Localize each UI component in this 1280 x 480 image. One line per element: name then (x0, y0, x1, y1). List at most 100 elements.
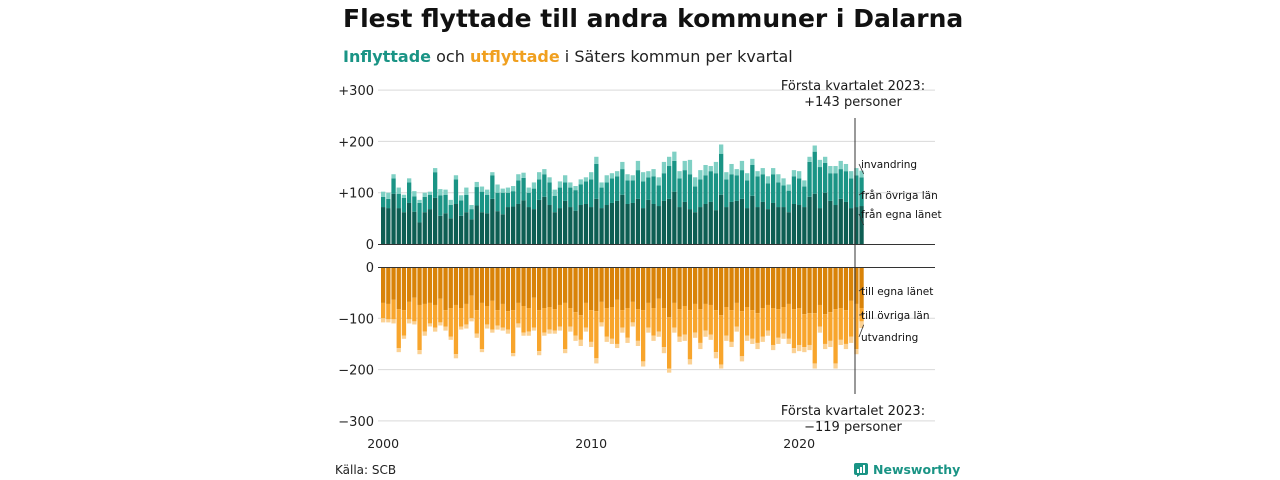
bar-out-utvandring (745, 335, 750, 341)
bar-out-ovriga-lan (687, 310, 693, 360)
bar-out-ovriga-lan (646, 302, 651, 328)
bar-out-utvandring (563, 349, 568, 354)
bar-out-ovriga-lan (734, 302, 739, 327)
bar-in-egna-lanet (625, 203, 630, 244)
bars (381, 144, 864, 373)
bar-in-invandring (625, 174, 630, 181)
bar-in-invandring (667, 156, 672, 167)
bar-in-egna-lanet (412, 211, 417, 244)
bar-out-egna-lanet (516, 267, 521, 303)
bar-in-egna-lanet (765, 209, 771, 244)
bar-out-utvandring (578, 339, 583, 347)
bar-out-utvandring (386, 319, 391, 323)
bar-in-egna-lanet (422, 212, 427, 244)
bar-in-ovriga-lan (516, 180, 521, 204)
bar-out-utvandring (672, 327, 677, 333)
bar-in-invandring (427, 191, 433, 195)
bar-out-utvandring (667, 368, 672, 373)
annotations: Första kvartalet 2023: +143 personer För… (781, 79, 925, 435)
y-tick-label: +200 (338, 135, 374, 150)
bar-in-ovriga-lan (833, 173, 838, 206)
bar-in-ovriga-lan (552, 195, 557, 213)
legend-label-out: till egna länet (861, 286, 933, 298)
bar-in-ovriga-lan (755, 176, 760, 208)
bar-in-ovriga-lan (573, 190, 578, 211)
bar-out-utvandring (448, 336, 453, 340)
bar-in-egna-lanet (667, 198, 672, 244)
bar-in-invandring (838, 160, 843, 170)
bar-out-utvandring (505, 329, 511, 334)
bar-in-ovriga-lan (667, 166, 672, 199)
bar-out-utvandring (412, 321, 417, 325)
bar-out-utvandring (453, 354, 459, 359)
bar-in-egna-lanet (391, 193, 396, 244)
bar-out-ovriga-lan (765, 304, 771, 331)
bar-in-invandring (531, 182, 537, 189)
bar-in-egna-lanet (479, 212, 485, 244)
bar-out-ovriga-lan (443, 310, 448, 327)
bar-in-egna-lanet (490, 198, 495, 244)
bar-in-invandring (630, 175, 635, 181)
bar-out-egna-lanet (693, 267, 698, 304)
bar-in-invandring (557, 181, 563, 188)
bar-in-ovriga-lan (589, 179, 594, 208)
bar-in-invandring (823, 156, 828, 163)
bar-in-invandring (708, 166, 713, 172)
bar-in-ovriga-lan (651, 176, 656, 204)
bar-in-invandring (802, 180, 807, 187)
bar-in-egna-lanet (833, 205, 838, 244)
bar-in-egna-lanet (791, 203, 797, 244)
bar-in-invandring (438, 189, 443, 196)
bar-in-egna-lanet (407, 202, 412, 244)
bar-in-egna-lanet (563, 200, 568, 244)
bar-out-ovriga-lan (755, 313, 760, 343)
bar-in-ovriga-lan (817, 167, 823, 209)
bar-in-invandring (485, 189, 490, 195)
bar-out-egna-lanet (739, 267, 745, 312)
bar-out-utvandring (797, 344, 802, 352)
bar-out-utvandring (625, 337, 630, 343)
bar-out-egna-lanet (615, 267, 620, 300)
bar-out-egna-lanet (427, 267, 433, 303)
bar-in-ovriga-lan (625, 180, 630, 204)
bar-in-invandring (781, 178, 786, 186)
bar-in-invandring (615, 171, 620, 177)
bar-out-egna-lanet (734, 267, 739, 303)
bar-in-egna-lanet (401, 212, 407, 244)
bar-in-ovriga-lan (531, 188, 537, 210)
bar-out-egna-lanet (849, 267, 854, 301)
bar-out-ovriga-lan (729, 310, 734, 342)
bar-in-invandring (760, 168, 765, 175)
bar-out-ovriga-lan (542, 308, 547, 333)
bar-out-utvandring (724, 335, 729, 341)
bar-in-egna-lanet (703, 203, 708, 244)
axes (378, 244, 935, 268)
bar-out-ovriga-lan (552, 309, 557, 331)
subtitle-och: och (436, 47, 465, 66)
bar-out-ovriga-lan (651, 308, 656, 336)
bar-out-egna-lanet (745, 267, 750, 308)
source-note: Källa: SCB (335, 463, 397, 477)
bar-out-utvandring (521, 332, 526, 336)
bar-in-egna-lanet (386, 208, 391, 244)
legend: invandring från övriga län från egna länet… (858, 159, 942, 344)
bar-in-invandring (843, 163, 849, 172)
bar-out-utvandring (547, 329, 552, 334)
bar-in-egna-lanet (849, 208, 854, 244)
bar-in-ovriga-lan (521, 177, 526, 201)
bar-out-ovriga-lan (604, 308, 609, 337)
bar-out-egna-lanet (765, 267, 771, 305)
bar-in-ovriga-lan (464, 194, 469, 213)
bar-out-egna-lanet (823, 267, 828, 315)
bar-out-utvandring (646, 327, 651, 333)
bar-out-ovriga-lan (563, 302, 568, 350)
bar-in-ovriga-lan (599, 187, 604, 209)
bar-out-egna-lanet (438, 267, 443, 299)
bar-in-egna-lanet (641, 208, 646, 244)
bar-in-invandring (672, 151, 677, 161)
bar-in-ovriga-lan (427, 194, 433, 210)
bar-in-egna-lanet (521, 200, 526, 244)
bar-out-utvandring (802, 347, 807, 353)
bar-out-egna-lanet (812, 267, 817, 314)
